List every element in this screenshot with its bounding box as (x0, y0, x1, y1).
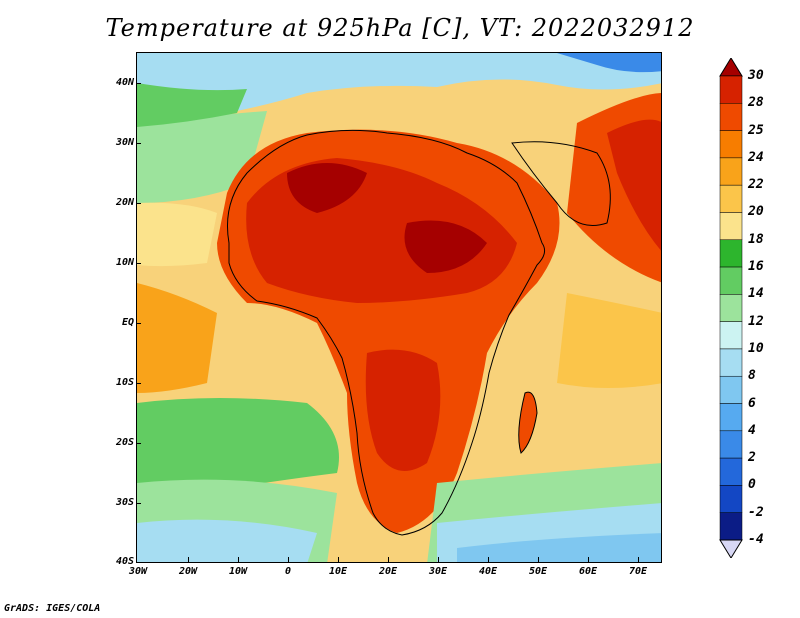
map-title: Temperature at 925hPa [C], VT: 202203291… (105, 14, 695, 42)
colorbar-label: 30 (748, 68, 764, 83)
lon-label: 10E (328, 566, 348, 577)
lon-tick (338, 557, 339, 563)
grads-credit: GrADS: IGES/COLA (4, 603, 101, 614)
lon-tick (538, 557, 539, 563)
lat-label: 20N (115, 197, 134, 208)
colorbar-segment (719, 348, 743, 377)
lon-label: 10W (228, 566, 248, 577)
colorbar-segment (719, 375, 743, 404)
arabia-outline (511, 141, 611, 226)
lat-label: 40N (115, 77, 134, 88)
colorbar-label: 18 (748, 231, 764, 247)
lat-label: 30N (115, 137, 134, 148)
lat-tick (136, 323, 141, 324)
colorbar-segment (719, 103, 743, 131)
temperature-field (137, 53, 661, 562)
colorbar-label: 14 (748, 286, 764, 302)
lat-tick (136, 203, 141, 204)
colorbar-label: 4 (748, 422, 756, 438)
lon-label: 20E (378, 566, 398, 577)
colorbar-label: 12 (748, 313, 764, 329)
lon-label: 0 (284, 566, 292, 577)
colorbar-segment (719, 130, 743, 159)
lon-tick (238, 557, 239, 563)
lon-tick (438, 557, 439, 563)
temperature-colorbar (719, 58, 743, 558)
colorbar-label: -4 (748, 532, 764, 547)
colorbar-segment (719, 184, 743, 213)
colorbar-label: -2 (748, 504, 764, 520)
lon-label: 40E (478, 566, 498, 577)
colorbar-label: 25 (748, 122, 764, 138)
lon-label: 20W (178, 566, 198, 577)
lat-tick (136, 443, 141, 444)
colorbar-label: 6 (748, 395, 756, 411)
colorbar-label: 20 (748, 204, 764, 220)
lon-label: 30W (128, 566, 148, 577)
lon-tick (288, 557, 289, 563)
colorbar-segment (719, 266, 743, 295)
colorbar-segment (719, 321, 743, 350)
colorbar-segment (719, 485, 743, 513)
lat-tick (136, 143, 141, 144)
colorbar-segment (719, 512, 743, 541)
colorbar-segment (719, 403, 743, 432)
colorbar-segment (719, 75, 743, 104)
colorbar-label: 10 (748, 340, 764, 356)
colorbar-bottom-arrow (719, 539, 743, 558)
colorbar-segment (719, 294, 743, 322)
lat-label: EQ (121, 317, 134, 328)
lon-tick (388, 557, 389, 563)
lat-tick (136, 383, 141, 384)
colorbar-segment (719, 430, 743, 459)
south-atlantic-band (137, 398, 339, 503)
lon-tick (188, 557, 189, 563)
colorbar-segment (719, 239, 743, 268)
colorbar-label: 28 (748, 95, 764, 111)
north-cold-band (137, 53, 661, 127)
lon-tick (588, 557, 589, 563)
colorbar-top-arrow (719, 58, 743, 77)
africa-coastline (226, 129, 546, 536)
colorbar-segment (719, 212, 743, 241)
lat-label: 40S (115, 556, 134, 567)
colorbar-segment (719, 157, 743, 186)
lat-label: 20S (115, 437, 134, 448)
lat-label: 10S (115, 377, 134, 388)
lon-label: 50E (528, 566, 548, 577)
colorbar-label: 16 (748, 259, 764, 275)
colorbar-label: 8 (748, 368, 756, 384)
madagascar-outline (518, 391, 538, 454)
lon-tick (638, 557, 639, 563)
lon-tick (488, 557, 489, 563)
colorbar-label: 24 (748, 149, 764, 165)
lat-tick (136, 503, 141, 504)
lat-tick (136, 83, 141, 84)
colorbar-label: 22 (748, 177, 764, 193)
colorbar-label: 2 (748, 450, 756, 466)
temperature-map (136, 52, 662, 563)
lat-label: 30S (115, 497, 134, 508)
lon-label: 30E (428, 566, 448, 577)
lon-label: 70E (628, 566, 648, 577)
colorbar-label: 0 (748, 477, 756, 493)
colorbar-segment (719, 457, 743, 486)
lat-label: 10N (115, 257, 134, 268)
lat-tick (136, 263, 141, 264)
lon-label: 60E (578, 566, 598, 577)
